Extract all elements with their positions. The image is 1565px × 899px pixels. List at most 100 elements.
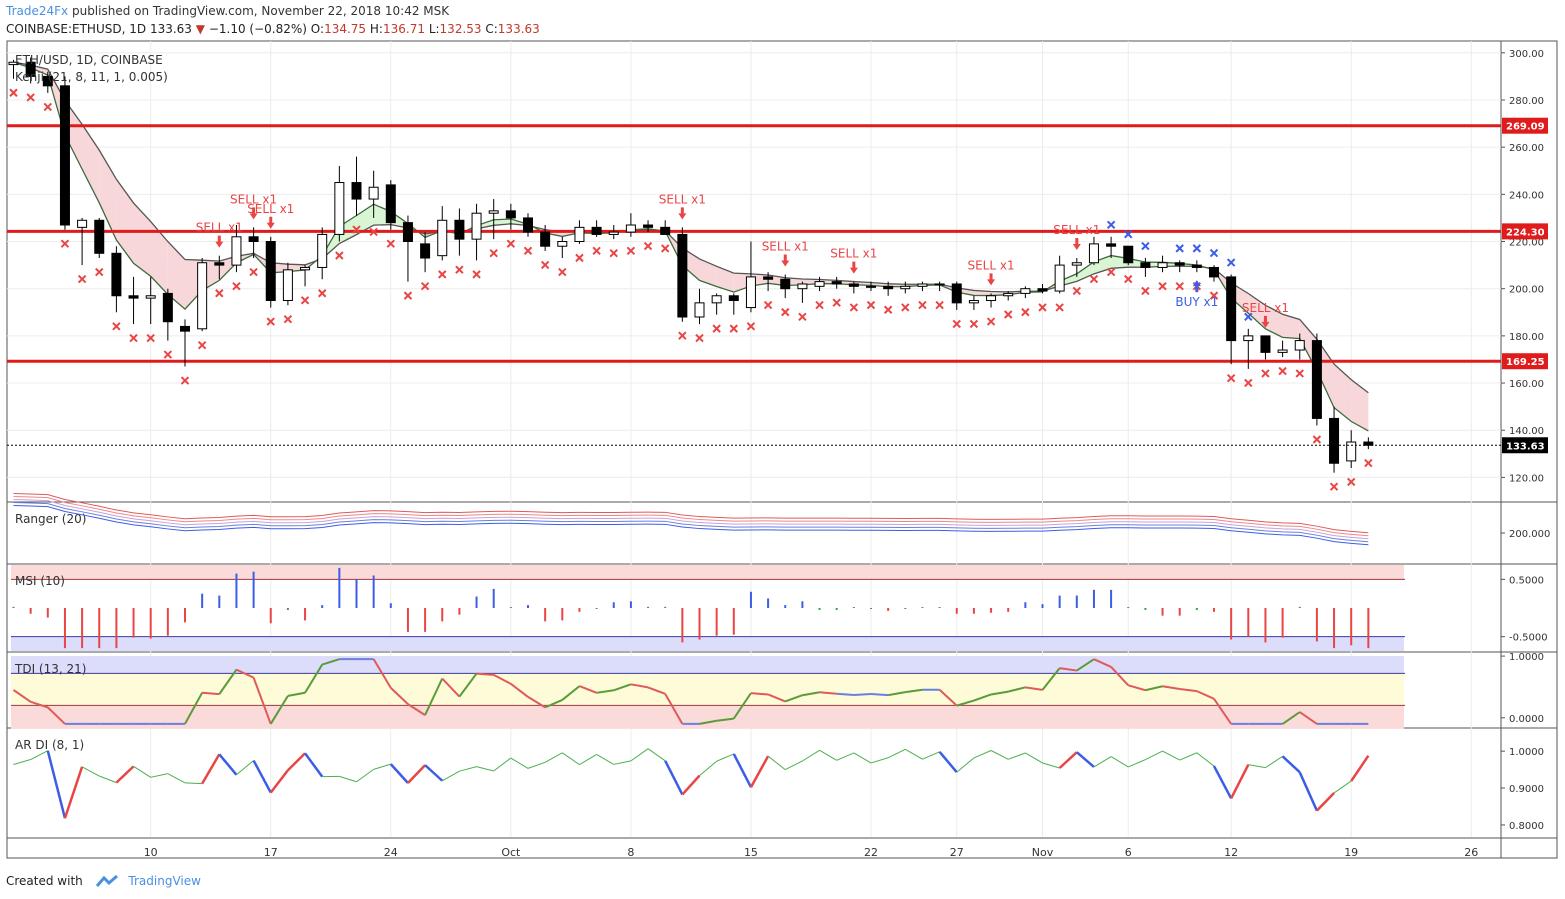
x-stroke [9,88,18,97]
buy-x-marker [1124,230,1133,239]
kenji-cloud-segment [1334,364,1352,422]
sell-x-marker [146,333,155,343]
publish-text: published on TradingView.com, November 2… [71,4,450,18]
ardi-line-segment [30,750,49,760]
x-stroke [558,267,567,277]
x-stroke [1244,312,1253,322]
ardi-line-segment [201,753,221,785]
candle-body [1140,262,1151,268]
sell-x-marker [1089,274,1099,284]
open-value: 134.75 [324,22,367,36]
tdi-line-segment [819,691,837,695]
tdi-line-segment [510,683,529,698]
candle-body [1191,264,1202,268]
x-stroke [455,265,464,274]
sell-x-marker [1329,482,1339,491]
x-stroke [283,314,293,324]
sell-x-marker [9,88,18,97]
ranger-band-line [13,493,1369,534]
ardi-line-segment [63,766,84,819]
buy-signal-label: BUY x1 [1175,295,1218,309]
low-value: 132.53 [439,22,482,36]
candle-body [59,85,70,226]
candle-body [248,236,259,243]
last-price-tag [1502,437,1548,454]
sell-x-marker [215,289,224,298]
tdi-line-segment [836,692,854,696]
x-stroke [781,307,790,317]
x-stroke [763,300,773,310]
ardi-line-segment [527,761,546,769]
x-stroke [215,289,224,298]
ardi-line-segment [389,763,409,784]
sell-signal-label: SELL x1 [1053,223,1100,237]
level-price-tag [1502,223,1548,240]
ardi-line-segment [887,748,906,759]
sell-x-marker [746,322,756,331]
ardi-line-segment [579,753,597,766]
tradingview-link[interactable]: TradingView [128,874,201,888]
sell-x-marker [317,289,327,298]
sell-x-marker [558,267,567,277]
sell-x-marker [592,246,601,256]
candle-body [128,295,139,299]
kenji-fast-line [13,61,1369,432]
price-tick-label: 140.00 [1509,426,1544,437]
tdi-line-segment [218,669,238,695]
x-stroke [1124,230,1133,239]
ardi-tick-label: 0.9000 [1509,784,1544,795]
sell-x-marker [523,246,533,256]
kenji-cloud-segment [150,221,168,295]
tdi-line-segment [732,692,752,720]
ardi-line-segment [1179,752,1198,761]
x-stroke [95,267,104,277]
x-stroke [1106,267,1116,277]
kenji-cloud-segment [1351,379,1369,431]
time-tick-label: Nov [1032,846,1054,859]
x-stroke [1038,303,1047,312]
kenji-cloud-segment [1076,261,1094,282]
x-stroke [1141,286,1150,296]
kenji-cloud-segment [1282,314,1300,339]
x-stroke [1158,281,1167,291]
tdi-line-segment [1299,711,1318,725]
close-value: 133.63 [497,22,540,36]
ardi-title: AR DI (8, 1) [15,738,84,752]
tdi-line-segment [613,683,632,692]
sell-x-marker [77,274,87,284]
tdi-line-segment [424,678,444,716]
level-price-tag-text: 169.25 [1506,357,1545,368]
ardi-line-segment [269,769,289,794]
x-stroke [1124,274,1133,284]
tdi-line-segment [1093,658,1112,668]
candle-body [505,210,516,219]
buy-arrow-icon [1192,280,1201,293]
candle-body [1003,292,1014,297]
tdi-line-segment [750,692,769,696]
x-stroke [300,296,310,305]
sell-x-marker [1244,378,1253,388]
tdi-line-segment [853,692,872,696]
x-stroke [1364,458,1373,468]
author-link[interactable]: Trade24Fx [6,4,69,18]
tdi-line-segment [287,691,306,697]
sell-x-marker [1364,458,1373,468]
candle-body [282,269,293,301]
candle-body [711,295,722,304]
candle-body [317,233,328,268]
ardi-line-segment [1008,752,1026,760]
sell-signal-label: SELL x1 [659,192,706,206]
ardi-line-segment [973,750,992,759]
tdi-line-segment [956,699,975,707]
time-tick-label: 8 [627,846,634,859]
candle-body [1294,340,1305,351]
x-stroke [420,281,430,291]
x-stroke [472,270,481,279]
sell-x-marker [283,314,293,324]
tdi-line-segment [1110,666,1129,687]
kenji-cloud-segment [167,241,185,310]
tdi-line-segment [1076,658,1095,672]
ardi-line-segment [81,766,100,777]
tdi-title: TDI (13, 21) [14,662,86,676]
